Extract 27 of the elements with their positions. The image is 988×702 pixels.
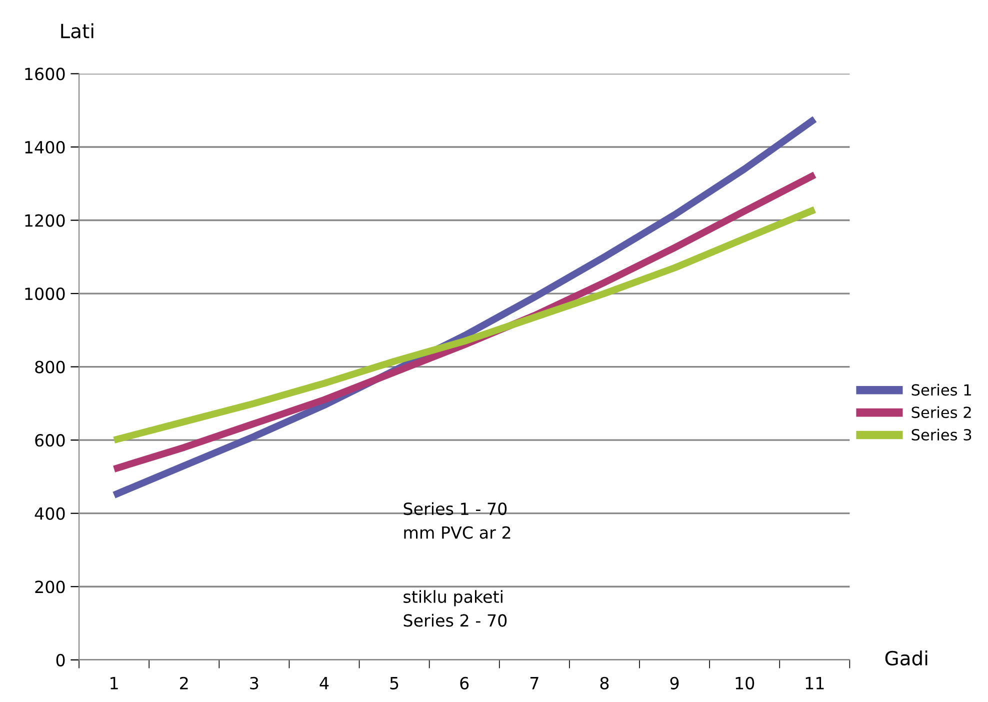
legend-label: Series 2 — [912, 406, 971, 418]
x-tick-label: 4 — [320, 677, 329, 690]
y-tick-label: 1200 — [25, 214, 65, 227]
x-tick-label: 1 — [110, 677, 118, 690]
x-axis-title: Gadi — [885, 650, 928, 666]
y-tick-label: 1400 — [25, 140, 65, 154]
y-tick-label: 1600 — [25, 68, 65, 80]
x-tick-label: 2 — [180, 676, 188, 690]
annotation: stiklu paketi Series 2 - 70 — [404, 590, 507, 627]
x-tick-label: 9 — [670, 676, 679, 690]
x-tick-label: 6 — [460, 676, 469, 690]
y-tick-label: 1000 — [25, 287, 65, 300]
x-tick-label: 8 — [600, 676, 609, 690]
x-tick-label: 5 — [390, 677, 398, 690]
x-tick-label: 3 — [250, 676, 258, 690]
x-tick-label: 10 — [736, 676, 754, 690]
y-tick-label: 200 — [35, 580, 65, 594]
x-tick-label: 11 — [806, 677, 824, 690]
y-tick-label: 0 — [56, 654, 65, 666]
legend-label: Series 3 — [912, 428, 972, 441]
y-axis-title: Lati — [61, 23, 94, 38]
y-tick-label: 400 — [34, 507, 65, 520]
y-tick-label: 800 — [35, 360, 65, 374]
legend-label: Series 1 — [912, 384, 971, 396]
x-tick-label: 7 — [530, 677, 538, 690]
y-tick-label: 600 — [35, 434, 65, 447]
annotation: Series 1 - 70 mm PVC ar 2 — [404, 502, 510, 539]
